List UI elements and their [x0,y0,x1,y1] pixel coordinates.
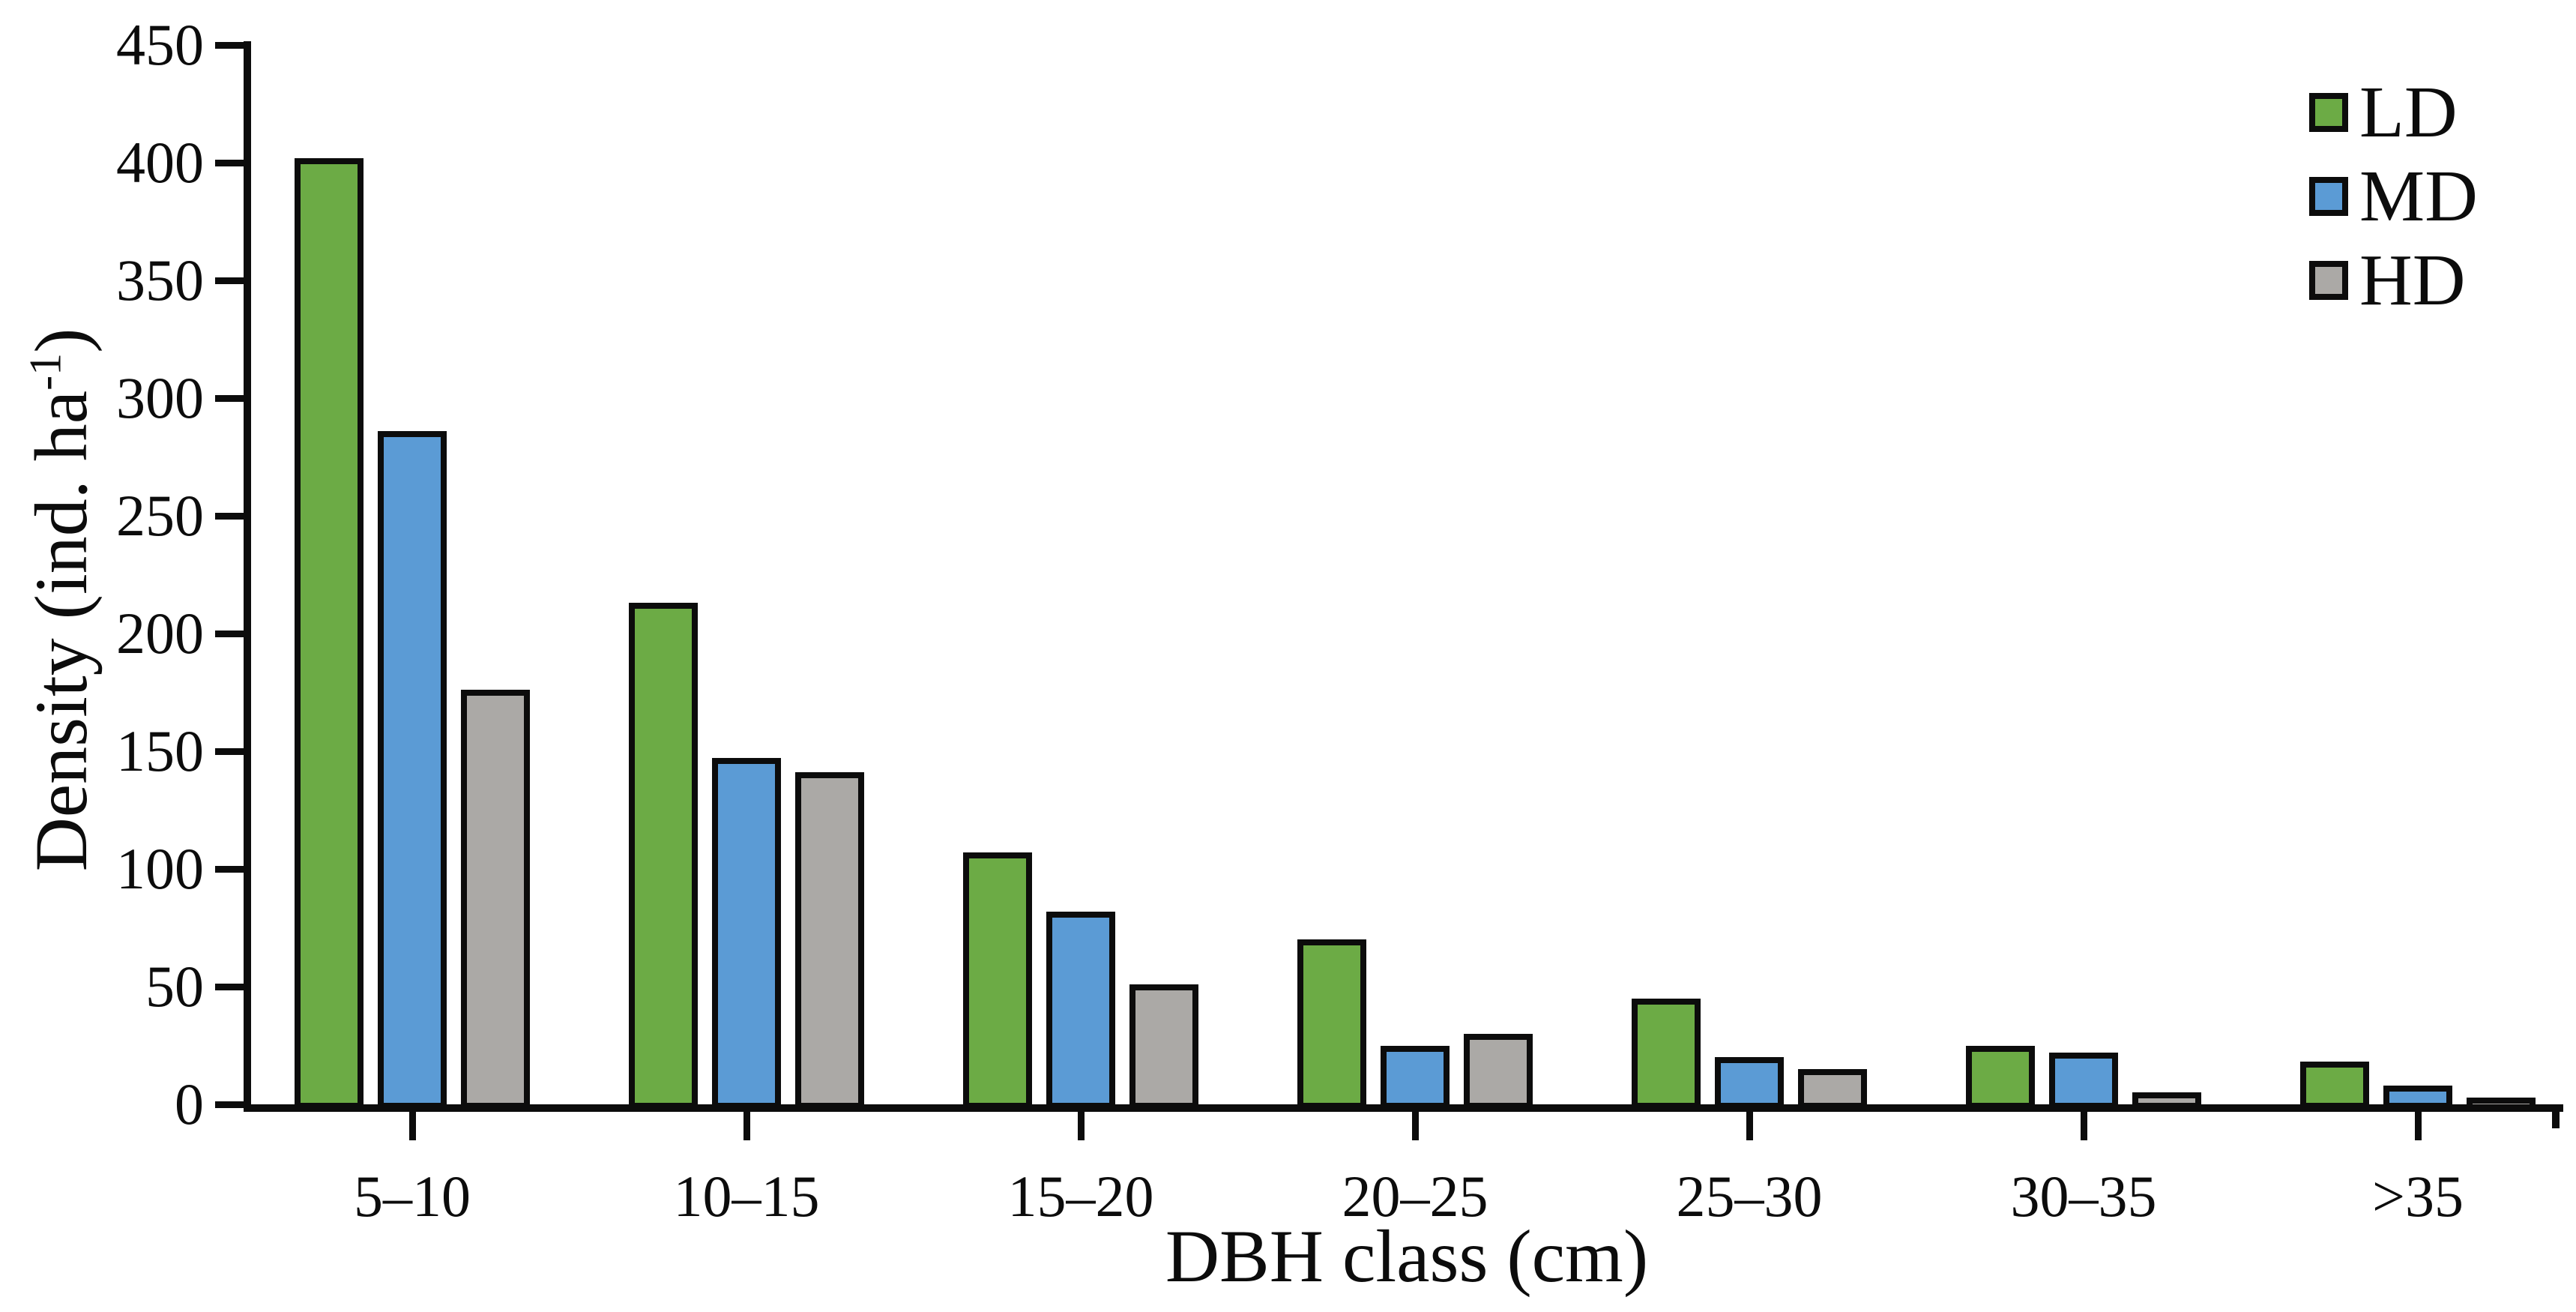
x-tick [2080,1112,2087,1140]
x-axis-line [244,1104,2563,1112]
legend-swatch-ld [2309,93,2348,132]
x-tick-label: 30–35 [2010,1164,2157,1229]
legend-swatch-hd [2309,261,2348,300]
x-tick [1411,1112,1419,1140]
x-axis-end-tick [2552,1104,2560,1128]
y-tick [215,747,244,755]
bar-md-2 [1046,911,1115,1109]
x-tick-label: 20–25 [1342,1164,1488,1229]
legend-label-hd: HD [2359,240,2466,321]
y-tick [215,159,244,166]
y-axis-line [244,41,251,1112]
y-tick-label: 250 [116,483,204,548]
x-tick [408,1112,416,1140]
bar-hd-2 [1129,984,1198,1109]
bar-md-4 [1715,1057,1784,1109]
legend-label-md: MD [2359,156,2478,237]
bar-ld-0 [295,157,364,1109]
y-tick-label: 400 [116,130,204,195]
y-tick-label: 300 [116,365,204,430]
bar-md-1 [712,758,781,1109]
bar-hd-4 [1798,1068,1867,1109]
x-tick [2414,1112,2422,1140]
y-tick [215,1101,244,1108]
x-tick [1746,1112,1753,1140]
x-tick-label: 25–30 [1676,1164,1823,1229]
bar-hd-1 [795,772,864,1109]
bar-md-3 [1381,1045,1450,1109]
y-tick-label: 200 [116,601,204,666]
y-tick [215,394,244,402]
bar-ld-1 [629,603,698,1109]
bar-ld-4 [1632,998,1701,1109]
y-tick-label: 450 [116,12,204,77]
y-tick [215,277,244,284]
x-tick-label: 5–10 [354,1164,471,1229]
y-tick [215,865,244,873]
y-tick-label: 100 [116,836,204,901]
legend-swatch-md [2309,177,2348,216]
bar-ld-2 [963,852,1032,1109]
bar-ld-6 [2300,1062,2369,1109]
legend-label-ld: LD [2359,72,2458,153]
x-axis-title: DBH class (cm) [1165,1215,1649,1298]
x-tick [1077,1112,1085,1140]
y-tick-label: 50 [145,954,204,1019]
bar-md-5 [2049,1052,2118,1109]
y-tick [215,512,244,520]
y-tick [215,983,244,990]
x-tick-label: 10–15 [673,1164,820,1229]
x-tick [743,1112,750,1140]
y-tick-label: 0 [175,1071,204,1137]
x-tick-label: 15–20 [1007,1164,1154,1229]
bar-ld-3 [1297,939,1366,1109]
y-tick [215,41,244,49]
bar-hd-3 [1464,1033,1533,1109]
x-tick-label: >35 [2372,1164,2464,1229]
bar-md-0 [378,430,447,1109]
y-tick-label: 150 [116,718,204,783]
y-tick-label: 350 [116,247,204,313]
bar-hd-0 [461,690,530,1109]
y-tick [215,630,244,637]
bar-ld-5 [1966,1045,2035,1109]
